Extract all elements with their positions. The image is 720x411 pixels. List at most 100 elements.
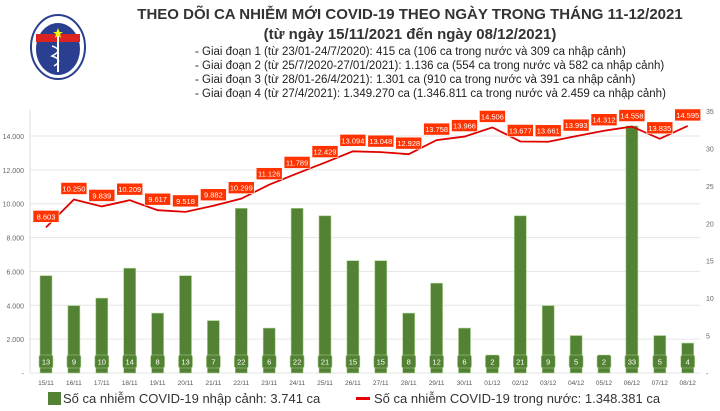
note-phase-4: - Giai đoạn 4 (từ 27/4/2021): 1.349.270 … (195, 88, 666, 100)
legend-bar-swatch (48, 392, 61, 405)
bar-value-label: 13 (42, 358, 50, 367)
bar-label-box (234, 354, 249, 369)
bar-label-box (512, 354, 528, 369)
bar-imported (625, 125, 639, 374)
line-domestic (45, 125, 689, 229)
line-value-label: 10.299 (230, 184, 253, 193)
left-tick-label: 2.000 (6, 337, 24, 344)
bar-label-box (94, 354, 110, 369)
bar-label-box (485, 354, 500, 369)
line-label-box (479, 110, 506, 123)
bar-value-label: 22 (237, 358, 245, 367)
bar-value-label: 4 (686, 358, 690, 367)
line-label-box (32, 210, 60, 223)
line-value-label: 9.617 (148, 195, 167, 204)
x-tick-label: 06/12 (624, 380, 641, 387)
bar-label-box (457, 354, 472, 369)
line-label-box (283, 156, 311, 169)
line-value-label: 13.835 (648, 124, 671, 133)
bar-imported (235, 208, 248, 374)
left-tick-label: 12.000 (3, 168, 25, 175)
line-value-label: 14.506 (481, 112, 504, 121)
bar-label-box (38, 354, 54, 369)
x-tick-label: 03/12 (540, 380, 557, 387)
line-value-label: 13.966 (453, 122, 476, 131)
bar-label-box (178, 354, 193, 369)
legend-imported: Số ca nhiễm COVID-19 nhập cảnh: 3.741 ca (48, 391, 320, 406)
bar-value-label: 9 (546, 358, 550, 367)
bar-value-label: 5 (574, 358, 578, 367)
bar-value-label: 8 (407, 358, 411, 367)
line-label-box (228, 181, 255, 194)
bar-imported (374, 260, 388, 374)
right-tick-label: 30 (706, 146, 714, 153)
bar-label-box (568, 354, 584, 369)
bar-value-label: 15 (349, 358, 357, 367)
bar-imported (346, 260, 360, 374)
legend-domestic: Số ca nhiễm COVID-19 trong nước: 1.348.3… (356, 391, 660, 406)
bar-label-box (261, 354, 277, 369)
x-tick-label: 04/12 (568, 380, 585, 387)
x-tick-label: 05/12 (596, 380, 613, 387)
line-value-label: 13.094 (341, 136, 364, 145)
bar-value-label: 15 (377, 358, 385, 367)
right-tick-label: 10 (706, 296, 714, 303)
line-label-box (534, 124, 562, 138)
bar-value-label: 12 (432, 358, 440, 367)
x-tick-label: 29/11 (429, 380, 445, 387)
line-label-box (311, 145, 339, 158)
bar-label-box (345, 354, 361, 369)
line-value-label: 13.661 (537, 127, 560, 136)
chart-subtitle: (từ ngày 15/11/2021 đến ngày 08/12/2021) (263, 26, 557, 43)
right-tick-label: 35 (706, 109, 714, 116)
chart-title: THEO DÕI CA NHIỄM MỚI COVID-19 THEO NGÀY… (137, 6, 683, 23)
bar-label-box (401, 354, 417, 369)
bar-value-label: 14 (126, 358, 134, 367)
bar-label-box (373, 354, 389, 369)
line-value-label: 9.518 (176, 197, 195, 206)
line-value-label: 10.250 (62, 184, 85, 193)
line-value-label: 13.677 (509, 126, 532, 135)
bar-value-label: 7 (211, 358, 215, 367)
bar-value-label: 21 (516, 358, 524, 367)
legend-domestic-label: Số ca nhiễm COVID-19 trong nước: 1.348.3… (374, 391, 661, 406)
line-value-label: 14.595 (676, 111, 699, 120)
left-tick-label: 8.000 (6, 236, 24, 243)
line-label-box (395, 136, 423, 150)
note-phase-2: - Giai đoạn 2 (từ 25/7/2020-27/01/2021):… (195, 60, 665, 72)
bar-value-label: 22 (293, 358, 301, 367)
bar-label-box (66, 354, 82, 369)
left-tick-label: - (22, 371, 25, 378)
line-value-label: 10.209 (118, 185, 141, 194)
right-tick-label: 20 (706, 221, 714, 228)
combo-chart: - 2.000 4.000 6.000 8.000 10.000 12.000 14.000 -… (3, 108, 714, 387)
line-label-box (674, 108, 702, 122)
x-tick-label: 01/12 (484, 380, 501, 387)
right-tick-label: 15 (706, 259, 714, 266)
line-value-label: 13.758 (425, 125, 448, 134)
line-label-box (172, 194, 199, 208)
x-tick-label: 28/11 (401, 380, 417, 387)
bar-label-box (596, 354, 612, 369)
left-tick-label: 10.000 (3, 202, 25, 209)
line-label-box (60, 182, 88, 195)
bar-value-label: 10 (98, 358, 106, 367)
bar-label-box (122, 354, 137, 369)
x-tick-label: 24/11 (289, 380, 305, 387)
x-tick-label: 30/11 (457, 380, 473, 387)
legend-line-swatch (356, 397, 370, 400)
ministry-of-health-logo (30, 14, 86, 80)
bar-value-label: 5 (658, 358, 662, 367)
bar-label-box (429, 354, 444, 369)
x-tick-label: 15/11 (38, 380, 54, 387)
line-value-label: 12.429 (314, 148, 337, 157)
x-tick-label: 27/11 (373, 380, 389, 387)
right-tick-label: - (706, 371, 709, 378)
bar-value-label: 33 (628, 358, 636, 367)
line-label-box (339, 134, 367, 147)
x-tick-label: 25/11 (317, 380, 333, 387)
right-tick-label: 5 (706, 334, 710, 341)
bar-value-label: 21 (321, 358, 329, 367)
legend-imported-label: Số ca nhiễm COVID-19 nhập cảnh: 3.741 ca (63, 391, 321, 406)
